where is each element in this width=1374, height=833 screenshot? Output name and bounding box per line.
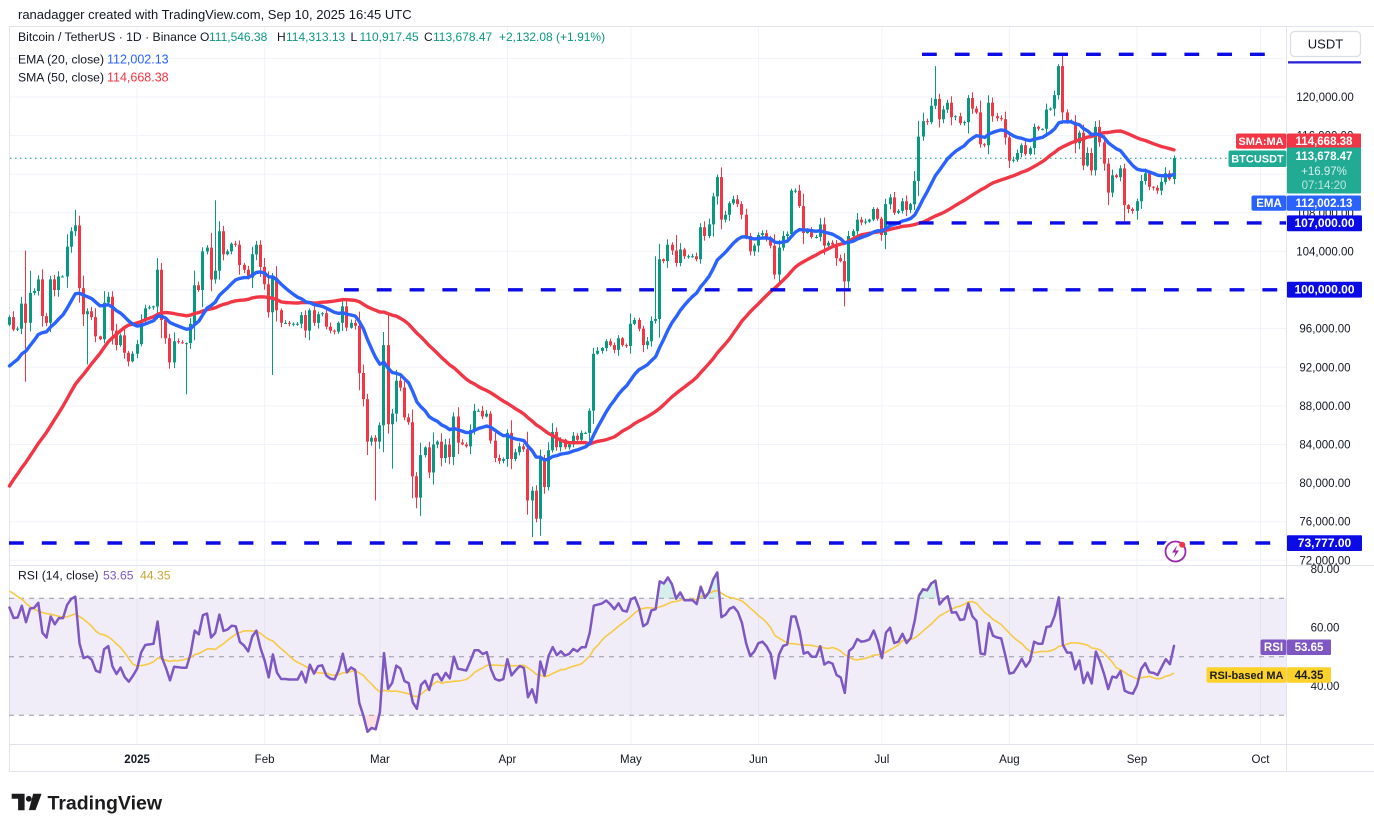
svg-text:Aug: Aug (999, 754, 1019, 766)
svg-text:112,002.13: 112,002.13 (1296, 198, 1353, 210)
svg-text:USDT: USDT (1308, 37, 1343, 52)
svg-text:07:14:20: 07:14:20 (1302, 180, 1347, 192)
svg-text:44.35: 44.35 (140, 569, 171, 583)
svg-text:120,000.00: 120,000.00 (1296, 92, 1354, 104)
svg-text:114,313.13: 114,313.13 (286, 30, 345, 44)
svg-text:+16.97%: +16.97% (1301, 166, 1347, 178)
svg-text:BTCUSDT: BTCUSDT (1231, 154, 1284, 166)
svg-text:111,546.38: 111,546.38 (209, 30, 268, 44)
svg-text:110,917.45: 110,917.45 (360, 30, 419, 44)
svg-text:EMA (20, close): EMA (20, close) (18, 53, 104, 67)
svg-text:O: O (200, 30, 209, 44)
svg-text:104,000.00: 104,000.00 (1296, 246, 1354, 258)
svg-text:114,668.38: 114,668.38 (1296, 136, 1354, 148)
svg-text:53.65: 53.65 (1295, 642, 1324, 654)
svg-text:TradingView: TradingView (48, 793, 163, 815)
svg-text:96,000.00: 96,000.00 (1299, 324, 1350, 336)
svg-text:Oct: Oct (1252, 754, 1271, 766)
svg-text:40.00: 40.00 (1311, 681, 1340, 693)
svg-text:60.00: 60.00 (1311, 623, 1340, 635)
svg-text:73,777.00: 73,777.00 (1298, 536, 1352, 550)
svg-text:Feb: Feb (255, 754, 275, 766)
svg-text:113,678.47: 113,678.47 (433, 30, 492, 44)
svg-text:Apr: Apr (498, 754, 516, 766)
svg-text:112,002.13: 112,002.13 (107, 53, 169, 67)
svg-text:80.00: 80.00 (1311, 564, 1340, 576)
svg-text:ranadagger created with Tradin: ranadagger created with TradingView.com,… (18, 7, 412, 22)
svg-text:84,000.00: 84,000.00 (1299, 440, 1350, 452)
svg-text:113,678.47: 113,678.47 (1296, 151, 1353, 163)
svg-text:EMA: EMA (1256, 198, 1282, 210)
svg-text:+2,132.08 (+1.91%): +2,132.08 (+1.91%) (499, 30, 605, 44)
svg-text:SMA (50, close): SMA (50, close) (18, 71, 104, 85)
svg-text:Mar: Mar (370, 754, 390, 766)
svg-text:May: May (620, 754, 642, 766)
svg-text:80,000.00: 80,000.00 (1299, 478, 1350, 490)
svg-text:44.35: 44.35 (1295, 670, 1324, 682)
svg-text:Jun: Jun (749, 754, 768, 766)
svg-text:RSI: RSI (1264, 642, 1283, 654)
svg-text:RSI (14, close): RSI (14, close) (18, 569, 99, 583)
svg-text:107,000.00: 107,000.00 (1294, 216, 1354, 230)
svg-text:L: L (351, 30, 358, 44)
svg-text:Jul: Jul (875, 754, 890, 766)
svg-text:100,000.00: 100,000.00 (1294, 282, 1354, 296)
svg-text:SMA:MA: SMA:MA (1238, 136, 1283, 148)
svg-text:RSI-based MA: RSI-based MA (1210, 670, 1284, 682)
svg-text:88,000.00: 88,000.00 (1299, 401, 1350, 413)
svg-text:114,668.38: 114,668.38 (107, 71, 169, 85)
svg-text:92,000.00: 92,000.00 (1299, 362, 1350, 374)
svg-text:76,000.00: 76,000.00 (1299, 517, 1350, 529)
svg-text:2025: 2025 (124, 754, 150, 766)
svg-text:53.65: 53.65 (103, 569, 134, 583)
svg-text:72,000.00: 72,000.00 (1299, 555, 1350, 567)
svg-text:C: C (424, 30, 433, 44)
svg-text:H: H (277, 30, 286, 44)
svg-text:Sep: Sep (1127, 754, 1147, 766)
svg-text:Bitcoin / TetherUS · 1D · Bina: Bitcoin / TetherUS · 1D · Binance (18, 30, 197, 44)
